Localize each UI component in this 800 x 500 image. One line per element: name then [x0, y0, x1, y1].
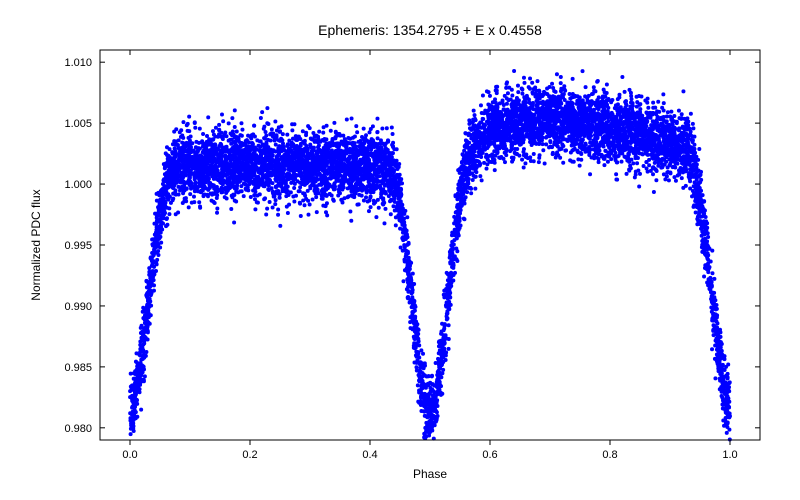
y-tick-label: 1.005 [64, 118, 92, 130]
y-tick-label: 1.010 [64, 57, 92, 69]
x-tick-label: 0.0 [122, 449, 137, 461]
y-tick-label: 0.980 [64, 423, 92, 435]
scatter-chart: 0.0 0.2 0.4 0.6 0.8 1.0 0.980 0.985 0.990 0.995 1.… [0, 0, 800, 500]
x-tick-label: 0.2 [242, 449, 257, 461]
chart-title: Ephemeris: 1354.2795 + E x 0.4558 [318, 22, 542, 38]
x-tick-label: 0.6 [482, 449, 497, 461]
y-tick-label: 1.000 [64, 179, 92, 191]
chart-container: 0.0 0.2 0.4 0.6 0.8 1.0 0.980 0.985 0.990 0.995 1.… [0, 0, 800, 500]
x-axis-label: Phase [413, 467, 447, 481]
y-tick-label: 0.995 [64, 240, 92, 252]
y-tick-label: 0.990 [64, 301, 92, 313]
x-tick-label: 1.0 [722, 449, 737, 461]
x-tick-label: 0.8 [602, 449, 617, 461]
y-axis-label: Normalized PDC flux [29, 189, 43, 300]
data-points [128, 69, 732, 442]
x-tick-label: 0.4 [362, 449, 377, 461]
y-tick-label: 0.985 [64, 362, 92, 374]
